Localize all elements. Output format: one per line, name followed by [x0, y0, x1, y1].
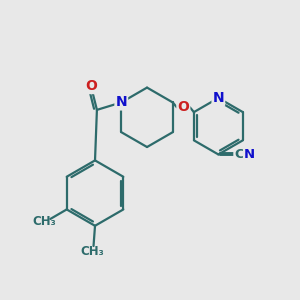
Text: O: O	[85, 79, 98, 93]
Text: N: N	[244, 148, 255, 161]
Text: C: C	[234, 148, 244, 161]
Text: CH₃: CH₃	[32, 215, 56, 228]
Text: CH₃: CH₃	[80, 245, 104, 258]
Text: O: O	[177, 100, 189, 114]
Text: N: N	[116, 95, 127, 110]
Text: N: N	[212, 91, 224, 105]
